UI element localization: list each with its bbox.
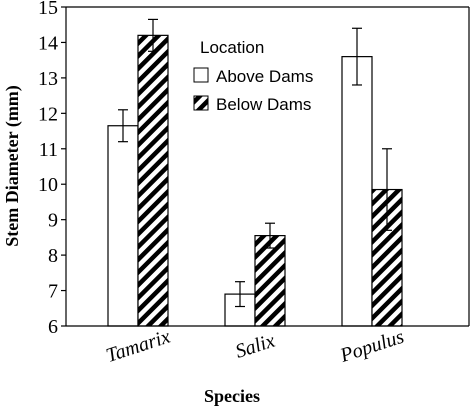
y-tick-label: 9	[48, 210, 58, 232]
legend-label-below-dams: Below Dams	[216, 95, 311, 114]
x-axis-title: Species	[204, 386, 260, 406]
y-tick-label: 15	[38, 0, 58, 19]
bar-tamarix-below-dams	[137, 34, 169, 327]
legend: Location Above Dams Below Dams	[193, 38, 313, 114]
y-tick-label: 10	[38, 174, 58, 196]
y-tick-label: 8	[48, 245, 58, 267]
x-axis-category-labels: Tamarix Salix Populus	[103, 326, 407, 368]
y-tick-label: 12	[38, 103, 58, 125]
x-category-label-tamarix: Tamarix	[103, 326, 173, 367]
y-tick-label: 11	[39, 139, 58, 161]
y-tick-label: 14	[38, 32, 58, 54]
legend-title: Location	[200, 38, 264, 57]
y-axis-ticks: 6 7 8 9 10 11 12 13 14 15	[38, 0, 66, 338]
y-tick-label: 7	[48, 281, 58, 303]
bar-populus-above-dams	[341, 56, 373, 327]
y-tick-label: 13	[38, 68, 58, 90]
error-bars-group	[118, 18, 392, 308]
legend-label-above-dams: Above Dams	[216, 67, 313, 86]
y-axis-title: Stem Diameter (mm)	[2, 85, 23, 247]
y-tick-label: 6	[48, 316, 58, 338]
legend-swatch-below-dams	[193, 95, 209, 111]
x-category-label-populus: Populus	[337, 326, 407, 368]
bar-tamarix-above-dams	[107, 125, 139, 327]
legend-swatch-above-dams	[193, 67, 209, 83]
bar-salix-below-dams	[254, 235, 286, 327]
x-category-label-salix: Salix	[233, 330, 278, 363]
